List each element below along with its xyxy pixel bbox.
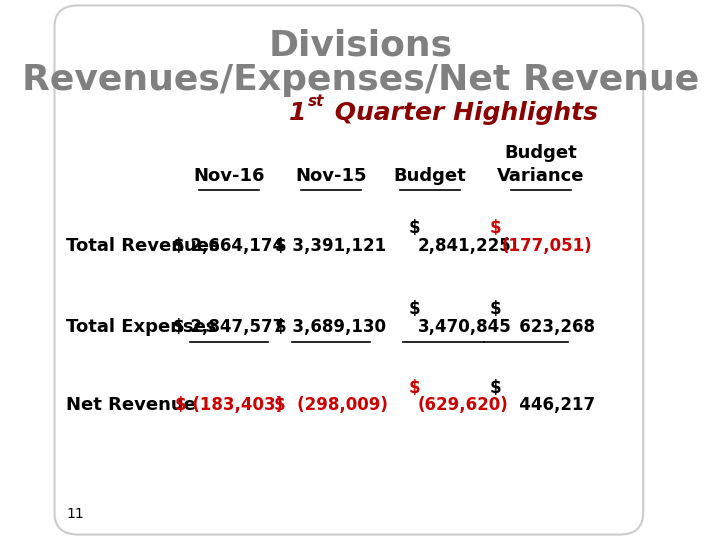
Text: $: $ bbox=[409, 379, 420, 397]
Text: Divisions: Divisions bbox=[269, 29, 453, 63]
FancyBboxPatch shape bbox=[55, 5, 643, 535]
Text: Quarter Highlights: Quarter Highlights bbox=[326, 102, 598, 125]
Text: 11: 11 bbox=[66, 507, 84, 521]
Text: $ 3,689,130: $ 3,689,130 bbox=[275, 318, 387, 336]
Text: 1: 1 bbox=[289, 102, 307, 125]
Text: $ 2,664,174: $ 2,664,174 bbox=[173, 237, 284, 255]
Text: $ 3,391,121: $ 3,391,121 bbox=[275, 237, 387, 255]
Text: $: $ bbox=[409, 219, 420, 238]
Text: 623,268: 623,268 bbox=[502, 318, 595, 336]
Text: (177,051): (177,051) bbox=[502, 237, 593, 255]
Text: $  (298,009): $ (298,009) bbox=[274, 396, 388, 414]
Text: $: $ bbox=[490, 300, 502, 319]
Text: Total Revenues: Total Revenues bbox=[66, 237, 220, 255]
Text: Total Expenses: Total Expenses bbox=[66, 318, 217, 336]
Text: (629,620): (629,620) bbox=[418, 396, 508, 414]
Text: 3,470,845: 3,470,845 bbox=[418, 318, 512, 336]
Text: $: $ bbox=[409, 300, 420, 319]
Text: 2,841,225: 2,841,225 bbox=[418, 237, 512, 255]
Text: Nov-16: Nov-16 bbox=[193, 167, 264, 185]
Text: Variance: Variance bbox=[498, 167, 585, 185]
Text: Nov-15: Nov-15 bbox=[295, 167, 366, 185]
Text: Net Revenue: Net Revenue bbox=[66, 396, 197, 414]
Text: 446,217: 446,217 bbox=[502, 396, 595, 414]
Text: Budget: Budget bbox=[394, 167, 467, 185]
Text: $: $ bbox=[490, 379, 502, 397]
Text: $ 2,847,577: $ 2,847,577 bbox=[173, 318, 284, 336]
Text: $: $ bbox=[490, 219, 502, 238]
Text: $ (183,403): $ (183,403) bbox=[175, 396, 283, 414]
Text: Budget: Budget bbox=[505, 144, 577, 162]
Text: Revenues/Expenses/Net Revenue: Revenues/Expenses/Net Revenue bbox=[22, 63, 700, 97]
Text: st: st bbox=[308, 94, 325, 109]
